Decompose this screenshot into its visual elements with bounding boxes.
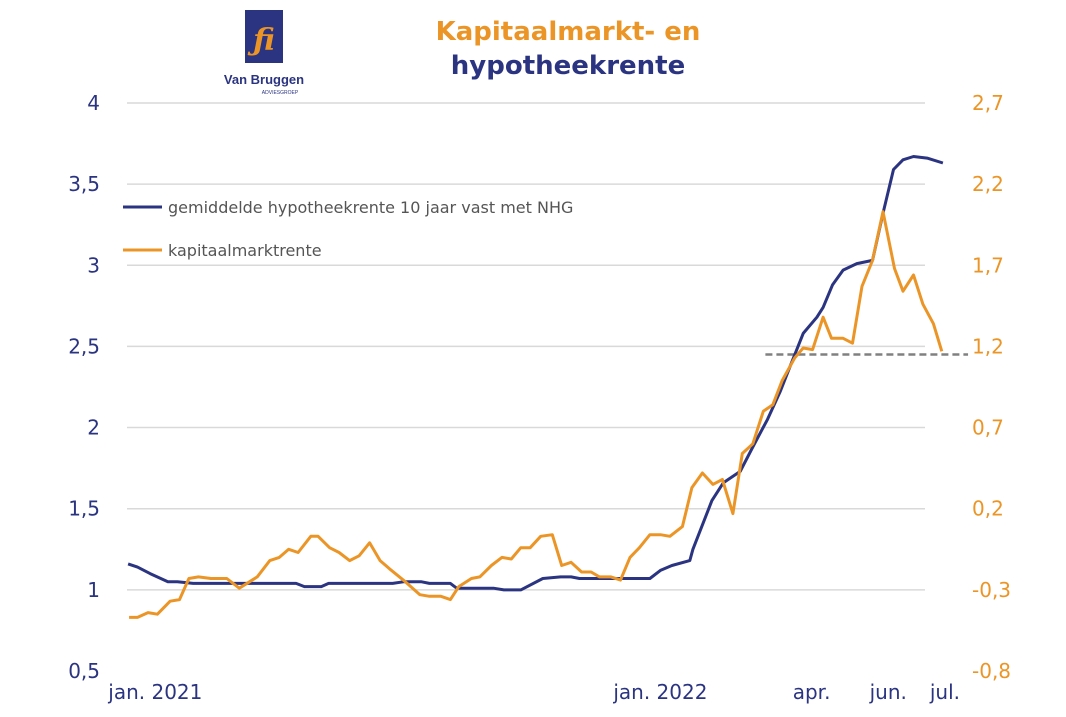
- legend-label-hypotheekrente: gemiddelde hypotheekrente 10 jaar vast m…: [168, 198, 573, 217]
- y-left-tick-label: 0,5: [68, 659, 100, 683]
- y-left-tick-label: 2: [87, 416, 100, 440]
- series-group: [127, 155, 969, 619]
- chart-title-line1: Kapitaalmarkt- en: [436, 17, 701, 47]
- y-left-tick-label: 2,5: [68, 334, 100, 358]
- logo-sub: ADVIESGROEP: [262, 90, 299, 96]
- series-line-kapitaalmarktrente: [129, 210, 944, 619]
- legend-label-kapitaalmarktrente: kapitaalmarktrente: [168, 241, 322, 260]
- x-axis: jan. 2021 jan. 2022 apr. jun. jul.: [107, 680, 960, 704]
- logo: ƒi Van Bruggen ADVIESGROEP: [224, 10, 304, 96]
- y-right-tick-label: 2,2: [972, 172, 1004, 196]
- gridlines: [127, 102, 925, 591]
- y-right-tick-label: 2,7: [972, 91, 1004, 115]
- x-tick-label: jan. 2021: [107, 680, 202, 704]
- x-tick-label: jan. 2022: [612, 680, 707, 704]
- x-tick-label: jul.: [929, 680, 960, 704]
- y-right-tick-label: 0,2: [972, 497, 1004, 521]
- y-left-tick-label: 4: [87, 91, 100, 115]
- x-tick-label: jun.: [869, 680, 907, 704]
- y-right-tick-label: 0,7: [972, 416, 1004, 440]
- y-left-tick-label: 1,5: [68, 497, 100, 521]
- y-axis-right: -0,8 -0,3 0,2 0,7 1,2 1,7 2,2 2,7: [972, 91, 1011, 683]
- x-tick-label: apr.: [793, 680, 831, 704]
- logo-box: [245, 10, 283, 63]
- y-right-tick-label: -0,8: [972, 659, 1011, 683]
- logo-name: Van Bruggen: [224, 72, 304, 87]
- y-right-tick-label: 1,7: [972, 253, 1004, 277]
- y-left-tick-label: 1: [87, 578, 100, 602]
- y-right-tick-label: -0,3: [972, 578, 1011, 602]
- y-right-tick-label: 1,2: [972, 334, 1004, 358]
- chart-title-line2: hypotheekrente: [451, 51, 685, 81]
- legend: gemiddelde hypotheekrente 10 jaar vast m…: [123, 198, 573, 260]
- y-left-tick-label: 3,5: [68, 172, 100, 196]
- y-left-tick-label: 3: [87, 253, 100, 277]
- y-axis-left: 0,5 1 1,5 2 2,5 3 3,5 4: [68, 91, 100, 683]
- series-line-hypotheekrente: [127, 155, 944, 592]
